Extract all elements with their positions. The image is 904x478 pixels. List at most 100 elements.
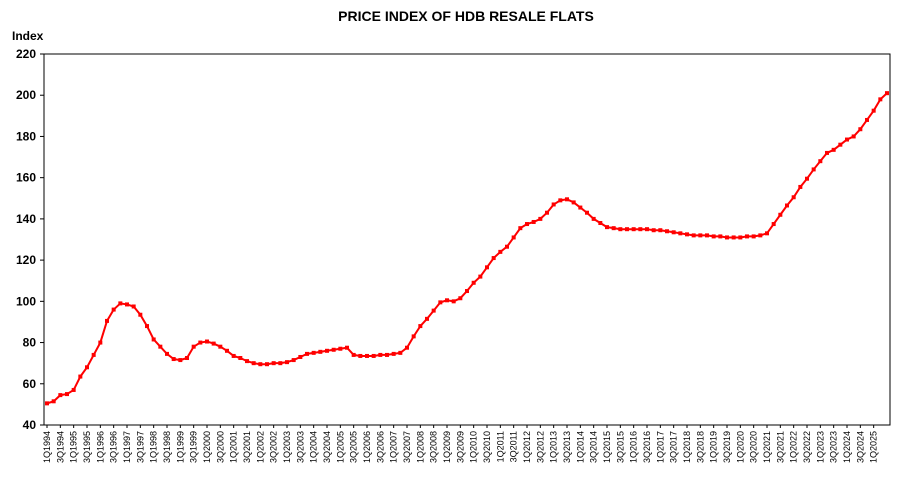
data-point <box>698 233 703 238</box>
data-point <box>318 349 323 354</box>
data-point <box>558 198 563 203</box>
data-point <box>125 302 129 307</box>
x-tick-label: 3Q1994 <box>55 431 65 463</box>
data-point <box>605 225 609 230</box>
data-point <box>78 374 83 379</box>
data-point <box>645 227 649 232</box>
x-tick-label: 3Q2006 <box>375 431 385 463</box>
data-point <box>165 351 169 356</box>
data-point <box>551 202 556 207</box>
x-tick-label: 3Q2010 <box>482 431 492 463</box>
x-tick-label: 1Q2022 <box>789 431 799 463</box>
data-point <box>191 344 196 349</box>
data-point <box>378 352 383 357</box>
data-point <box>778 212 783 217</box>
data-point <box>785 203 789 208</box>
data-point <box>465 289 469 294</box>
data-point <box>671 230 676 235</box>
data-point <box>751 234 756 239</box>
data-point <box>85 365 89 370</box>
data-point <box>871 108 876 113</box>
data-point <box>838 142 843 147</box>
data-point <box>405 345 409 350</box>
x-tick-label: 3Q2013 <box>562 431 572 463</box>
data-point <box>485 265 489 270</box>
data-point <box>831 147 836 152</box>
data-point <box>471 280 476 285</box>
y-tick-label: 100 <box>16 294 36 308</box>
x-tick-label: 3Q2016 <box>642 431 652 463</box>
data-point <box>205 339 209 344</box>
data-point <box>618 227 623 232</box>
x-tick-label: 1Q1999 <box>175 431 185 463</box>
data-point <box>765 231 769 236</box>
data-point <box>171 357 176 362</box>
data-point <box>158 344 163 349</box>
data-point <box>225 348 229 353</box>
data-point <box>51 399 56 404</box>
data-point <box>338 346 343 351</box>
data-point <box>138 312 143 317</box>
data-point <box>678 231 683 236</box>
data-point <box>231 353 236 358</box>
data-point <box>451 299 456 304</box>
data-point <box>625 227 629 232</box>
x-tick-label: 1Q2018 <box>682 431 692 463</box>
data-point <box>525 222 529 227</box>
x-tick-label: 3Q2020 <box>749 431 759 463</box>
y-tick-label: 120 <box>16 253 36 267</box>
x-tick-label: 3Q2015 <box>615 431 625 463</box>
data-point <box>711 234 716 239</box>
x-tick-label: 1Q2008 <box>415 431 425 463</box>
data-point <box>431 308 436 313</box>
data-point <box>411 334 416 339</box>
data-point <box>538 216 543 221</box>
x-tick-label: 1Q2012 <box>522 431 532 463</box>
data-point <box>425 316 429 321</box>
data-point <box>278 361 283 366</box>
data-point <box>445 298 449 303</box>
x-tick-label: 3Q1995 <box>82 431 92 463</box>
data-point <box>498 249 503 254</box>
data-point <box>391 351 396 356</box>
data-point <box>358 353 363 358</box>
x-tick-label: 1Q1998 <box>149 431 159 463</box>
x-tick-label: 1Q2014 <box>575 431 585 463</box>
y-tick-label: 220 <box>16 47 36 61</box>
data-point <box>811 167 816 172</box>
data-point <box>351 352 356 357</box>
data-point <box>178 358 183 363</box>
data-point <box>45 401 49 406</box>
x-tick-label: 1Q2006 <box>362 431 372 463</box>
data-point <box>251 361 256 366</box>
data-point <box>611 226 616 231</box>
x-tick-label: 3Q2000 <box>215 431 225 463</box>
y-tick-label: 200 <box>16 88 36 102</box>
data-point <box>505 244 509 249</box>
x-tick-label: 1Q2017 <box>655 431 665 463</box>
data-point <box>591 216 596 221</box>
data-point <box>865 117 869 122</box>
x-tick-label: 1Q2021 <box>762 431 772 463</box>
data-point <box>131 304 136 309</box>
data-point <box>851 134 856 139</box>
data-point <box>491 256 496 261</box>
data-point <box>878 97 883 102</box>
data-point <box>818 159 823 164</box>
data-point <box>58 393 63 398</box>
x-tick-label: 3Q2018 <box>695 431 705 463</box>
y-tick-label: 140 <box>16 212 36 226</box>
x-tick-label: 1Q2019 <box>709 431 719 463</box>
x-tick-label: 3Q2021 <box>775 431 785 463</box>
chart-title: PRICE INDEX OF HDB RESALE FLATS <box>338 8 594 24</box>
data-point <box>771 222 776 227</box>
x-tick-label: 1Q2007 <box>389 431 399 463</box>
data-point <box>118 301 123 306</box>
x-tick-label: 3Q2019 <box>722 431 732 463</box>
x-tick-label: 1Q1995 <box>69 431 79 463</box>
data-point <box>245 359 249 364</box>
data-point <box>271 361 276 366</box>
data-point <box>265 362 269 367</box>
data-point <box>638 227 643 232</box>
